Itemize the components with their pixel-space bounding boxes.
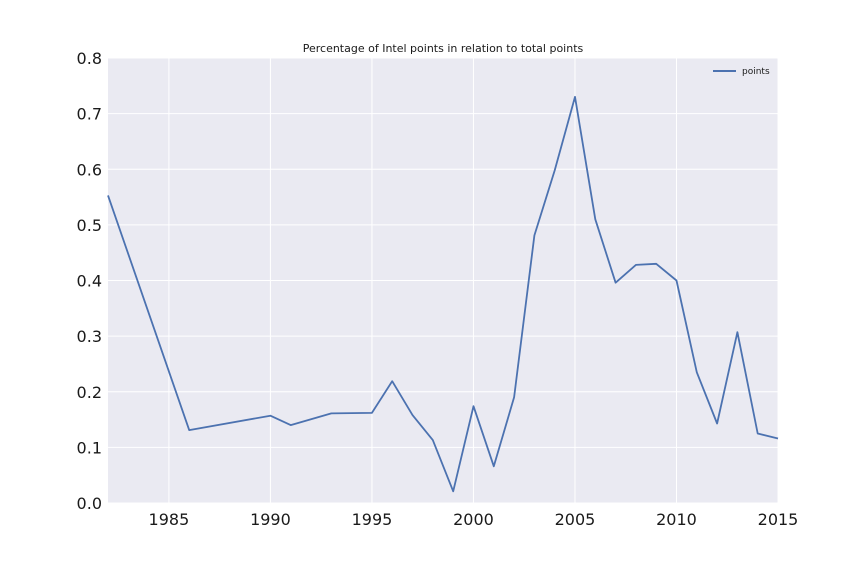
x-tick-label: 1990 xyxy=(250,510,291,529)
y-tick-label: 0.3 xyxy=(77,327,102,346)
legend-label-points: points xyxy=(742,67,770,77)
x-tick-label: 2010 xyxy=(656,510,697,529)
y-tick-label: 0.7 xyxy=(77,105,102,124)
x-tick-label: 2005 xyxy=(555,510,596,529)
y-axis-ticks: 0.0 0.1 0.2 0.3 0.4 0.5 0.6 0.7 0.8 xyxy=(77,49,102,513)
y-tick-label: 0.0 xyxy=(77,494,102,513)
y-tick-label: 0.1 xyxy=(77,438,102,457)
y-tick-label: 0.6 xyxy=(77,160,102,179)
series-line-points xyxy=(107,96,779,493)
y-tick-label: 0.8 xyxy=(77,49,102,68)
x-tick-label: 2015 xyxy=(758,510,799,529)
legend: points xyxy=(713,67,770,77)
x-axis-ticks: 1985 1990 1995 2000 2005 2010 2015 xyxy=(149,510,799,529)
x-tick-label: 2000 xyxy=(453,510,494,529)
series-layer xyxy=(107,96,779,493)
x-tick-label: 1985 xyxy=(149,510,190,529)
y-tick-label: 0.2 xyxy=(77,383,102,402)
chart-title: Percentage of Intel points in relation t… xyxy=(303,42,584,55)
y-tick-label: 0.4 xyxy=(77,272,102,291)
y-tick-label: 0.5 xyxy=(77,216,102,235)
x-tick-label: 1995 xyxy=(352,510,393,529)
